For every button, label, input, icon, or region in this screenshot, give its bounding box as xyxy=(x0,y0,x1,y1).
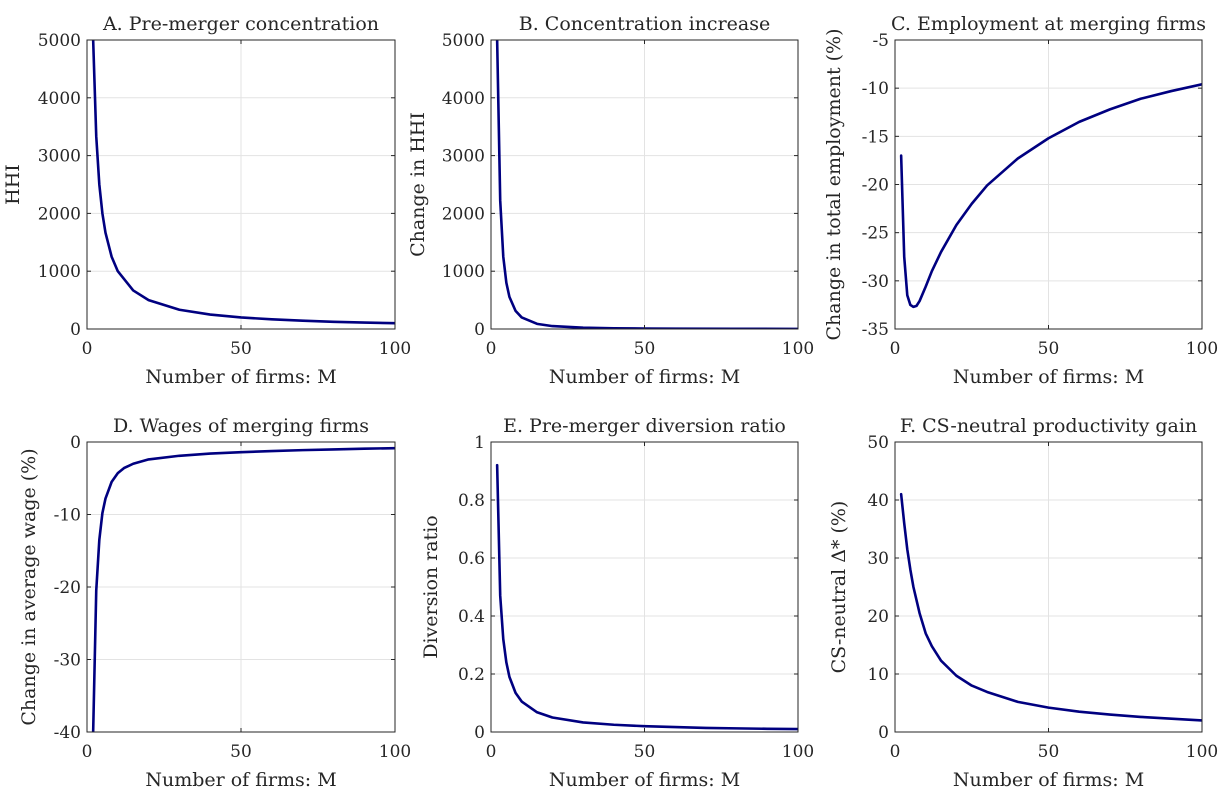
x-tick-label: 50 xyxy=(1038,742,1060,762)
y-axis-label: Diversion ratio xyxy=(420,515,442,658)
x-tick-label: 0 xyxy=(890,742,901,762)
y-tick-label: 1 xyxy=(474,433,485,453)
x-tick-label: 50 xyxy=(230,339,252,359)
y-tick-label: 0.4 xyxy=(458,607,485,627)
series-line xyxy=(899,492,1202,722)
panel-e: 0 50 100 0 0.2 0.4 0.6 0.8 1 E. Pre-merger divers… xyxy=(420,415,814,791)
y-tick-label: 10 xyxy=(867,665,889,685)
panel-f: 0 50 100 0 10 20 30 40 50 F. CS-neutral productiv… xyxy=(828,415,1218,791)
y-tick-label: -40 xyxy=(54,723,81,743)
y-tick-label: 3000 xyxy=(38,147,81,167)
y-tick-label: 0 xyxy=(878,723,889,743)
x-tick-label: 0 xyxy=(486,339,497,359)
y-tick-label: 5000 xyxy=(442,31,485,51)
y-tick-label: 0 xyxy=(70,320,81,340)
chart-title: A. Pre-merger concentration xyxy=(102,13,379,35)
x-tick-label: 50 xyxy=(230,742,252,762)
series-line xyxy=(495,40,798,329)
y-tick-label: -10 xyxy=(862,79,889,99)
y-axis-label: Change in HHI xyxy=(407,112,429,257)
y-tick-label: 2000 xyxy=(442,204,485,224)
y-axis-label: Change in average wage (%) xyxy=(18,448,40,725)
y-tick-label: 20 xyxy=(867,607,889,627)
y-tick-label: 0 xyxy=(70,433,81,453)
x-tick-label: 0 xyxy=(82,339,93,359)
x-axis-label: Number of firms: M xyxy=(549,366,740,388)
x-tick-label: 100 xyxy=(1186,742,1218,762)
y-tick-label: -10 xyxy=(54,506,81,526)
y-tick-label: 0.8 xyxy=(458,491,485,511)
x-tick-label: 50 xyxy=(1038,339,1060,359)
y-tick-label: 40 xyxy=(867,491,889,511)
chart-title: D. Wages of merging firms xyxy=(113,415,369,437)
panel-c: 0 50 100 -35 -30 -25 -20 -15 -10 -5C. Employment … xyxy=(823,13,1218,388)
y-axis-label: Change in total employment (%) xyxy=(823,28,845,340)
x-tick-label: 100 xyxy=(782,742,814,762)
chart-title: E. Pre-merger diversion ratio xyxy=(503,415,786,437)
x-axis-label: Number of firms: M xyxy=(549,769,740,791)
panel-d: 0 50 100 -40 -30 -20 -10 0 D. Wages of merging f… xyxy=(18,415,411,791)
series-line xyxy=(495,463,798,731)
y-tick-label: 0 xyxy=(474,320,485,340)
y-tick-label: 0 xyxy=(474,723,485,743)
x-tick-label: 100 xyxy=(1186,339,1218,359)
y-tick-label: -20 xyxy=(862,176,889,196)
x-tick-label: 100 xyxy=(782,339,814,359)
y-tick-label: 0.6 xyxy=(458,549,485,569)
series-line xyxy=(91,446,395,732)
x-tick-label: 50 xyxy=(634,339,656,359)
x-tick-label: 50 xyxy=(634,742,656,762)
y-tick-label: 30 xyxy=(867,549,889,569)
x-axis-label: Number of firms: M xyxy=(145,366,336,388)
x-tick-label: 100 xyxy=(379,742,411,762)
y-tick-label: 50 xyxy=(867,433,889,453)
x-axis-label: Number of firms: M xyxy=(953,769,1144,791)
x-tick-label: 0 xyxy=(486,742,497,762)
chart-title: B. Concentration increase xyxy=(519,13,770,35)
y-tick-label: -5 xyxy=(872,31,889,51)
y-tick-label: -30 xyxy=(862,272,889,292)
y-axis-label: HHI xyxy=(2,164,24,205)
x-axis-label: Number of firms: M xyxy=(145,769,336,791)
y-axis-label: CS-neutral Δ* (%) xyxy=(828,501,850,674)
y-tick-label: -20 xyxy=(54,578,81,598)
x-tick-label: 0 xyxy=(890,339,901,359)
y-tick-label: 3000 xyxy=(442,147,485,167)
chart-title: F. CS-neutral productivity gain xyxy=(900,415,1197,437)
y-tick-label: -30 xyxy=(54,651,81,671)
chart-title: C. Employment at merging firms xyxy=(891,13,1206,35)
x-axis-label: Number of firms: M xyxy=(953,366,1144,388)
y-tick-label: 5000 xyxy=(38,31,81,51)
y-tick-label: 4000 xyxy=(442,89,485,109)
y-tick-label: 0.2 xyxy=(458,665,485,685)
y-tick-label: 1000 xyxy=(442,262,485,282)
x-tick-label: 0 xyxy=(82,742,93,762)
y-tick-label: 4000 xyxy=(38,89,81,109)
series-line xyxy=(91,40,395,325)
series-line xyxy=(899,83,1202,309)
y-tick-label: 1000 xyxy=(38,262,81,282)
y-tick-label: -25 xyxy=(862,224,889,244)
y-tick-label: -15 xyxy=(862,127,889,147)
y-tick-label: -35 xyxy=(862,320,889,340)
y-tick-label: 2000 xyxy=(38,204,81,224)
x-tick-label: 100 xyxy=(379,339,411,359)
